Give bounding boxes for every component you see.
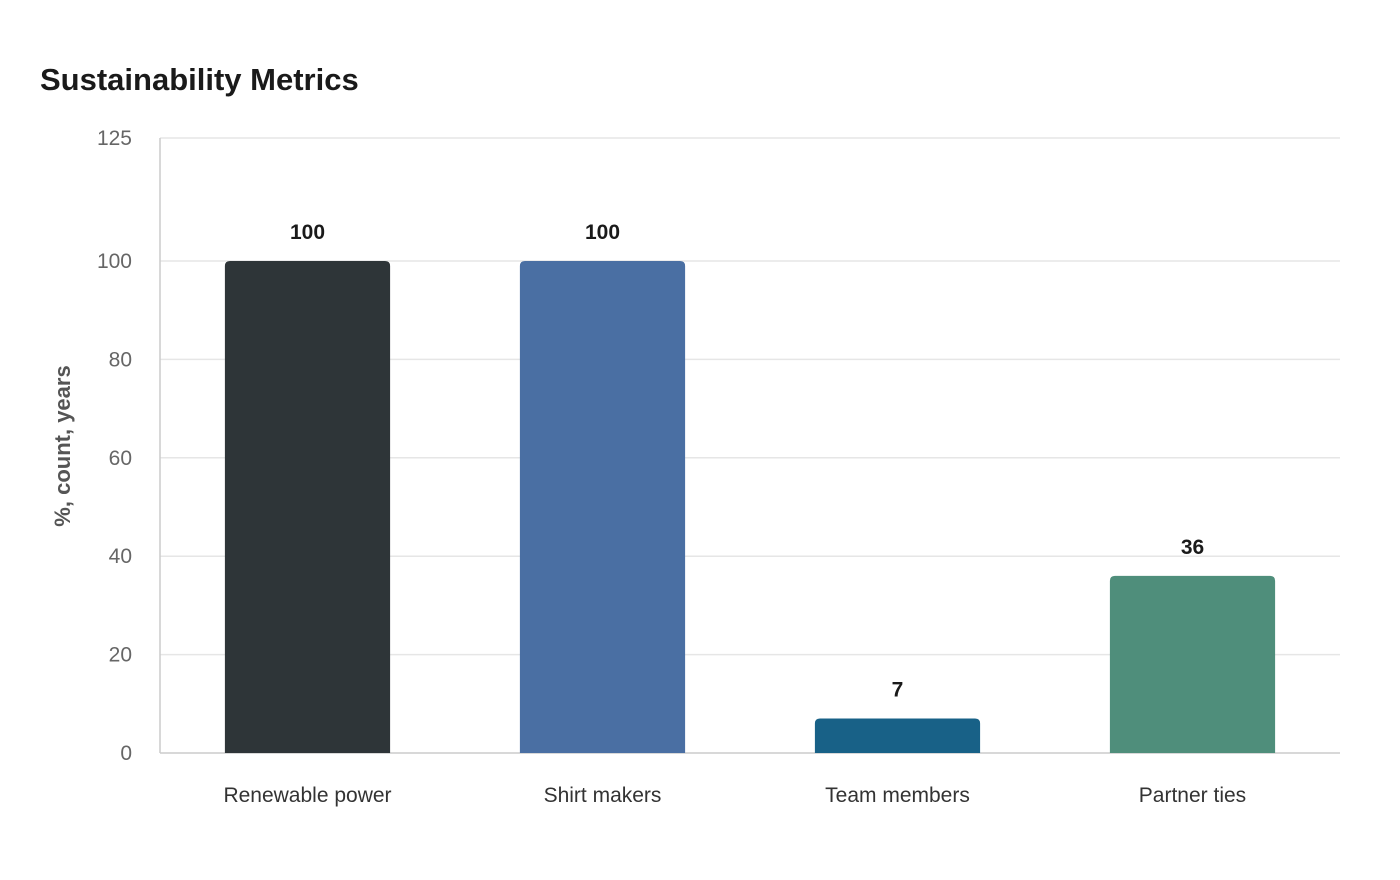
x-category-label: Team members bbox=[825, 784, 970, 807]
y-tick-label: 0 bbox=[120, 742, 132, 765]
y-tick-label: 60 bbox=[109, 447, 132, 470]
x-category-label: Shirt makers bbox=[544, 784, 662, 807]
bar-renewable-power bbox=[224, 261, 391, 753]
x-category-label: Renewable power bbox=[223, 784, 391, 807]
y-axis-title: %, count, years bbox=[50, 365, 75, 526]
y-tick-label: 125 bbox=[97, 127, 132, 150]
x-category-label: Partner ties bbox=[1139, 784, 1246, 807]
bar-partner-ties bbox=[1109, 575, 1276, 753]
data-label: 100 bbox=[585, 221, 620, 244]
y-tick-label: 20 bbox=[109, 644, 132, 667]
data-label: 7 bbox=[892, 679, 904, 702]
data-label: 100 bbox=[290, 221, 325, 244]
bars bbox=[224, 261, 1276, 753]
y-tick-label: 40 bbox=[109, 545, 132, 568]
data-label: 36 bbox=[1181, 536, 1204, 559]
labels: 0 20 40 60 80 100 125 100 Renewable power 100 Shir… bbox=[97, 127, 1246, 807]
y-tick-label: 80 bbox=[109, 348, 132, 371]
y-tick-label: 100 bbox=[97, 250, 132, 273]
bar-shirt-makers bbox=[519, 261, 686, 753]
chart-title: Sustainability Metrics bbox=[40, 62, 359, 97]
bar-team-members bbox=[814, 718, 981, 753]
